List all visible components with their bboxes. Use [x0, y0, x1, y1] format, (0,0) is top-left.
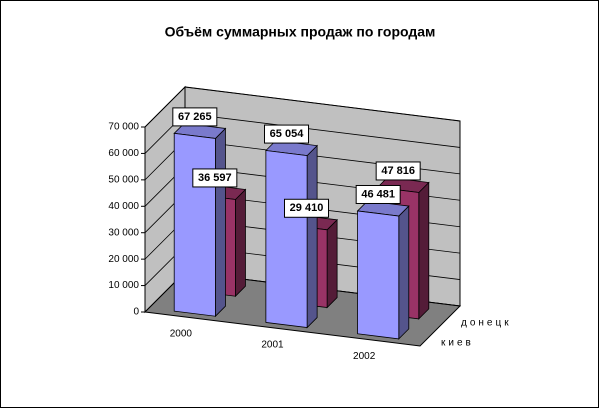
grid-line [144, 86, 461, 128]
series-label: киев [441, 338, 474, 349]
bar [357, 210, 400, 340]
bar-side [215, 127, 226, 318]
chart-title: Объём суммарных продаж по городам [165, 24, 436, 40]
value-label-box [192, 168, 238, 188]
bar-side [326, 218, 338, 309]
bar-side [306, 144, 318, 329]
value-label: 67 265 [178, 111, 212, 123]
bar-side [235, 188, 246, 298]
y-tick-label: 40 000 [108, 201, 139, 212]
y-tick-label: 20 000 [108, 254, 139, 265]
y-tick-label: 60 000 [108, 148, 139, 159]
y-tick-label: 30 000 [108, 227, 139, 238]
bar [173, 132, 216, 317]
series-label: донецк [461, 318, 512, 329]
bar-side [418, 181, 430, 320]
bar-side [398, 205, 410, 340]
x-tick-label: 2000 [170, 328, 193, 339]
y-tick-label: 50 000 [108, 174, 139, 185]
value-label-box [375, 161, 421, 181]
value-label: 36 597 [198, 172, 232, 184]
value-label: 47 816 [381, 165, 415, 177]
value-label-box [172, 107, 218, 127]
x-tick-label: 2001 [261, 340, 284, 351]
value-label: 46 481 [361, 188, 395, 200]
value-label-box [355, 184, 401, 204]
x-tick-label: 2002 [353, 351, 376, 362]
bar [265, 150, 308, 329]
y-tick-label: 0 [133, 307, 139, 318]
y-tick-label: 70 000 [108, 122, 139, 133]
value-label-box [264, 124, 309, 144]
value-label: 29 410 [290, 202, 324, 214]
value-label: 65 054 [270, 128, 305, 140]
y-tick-label: 10 000 [108, 280, 139, 291]
value-label-box [284, 198, 329, 218]
